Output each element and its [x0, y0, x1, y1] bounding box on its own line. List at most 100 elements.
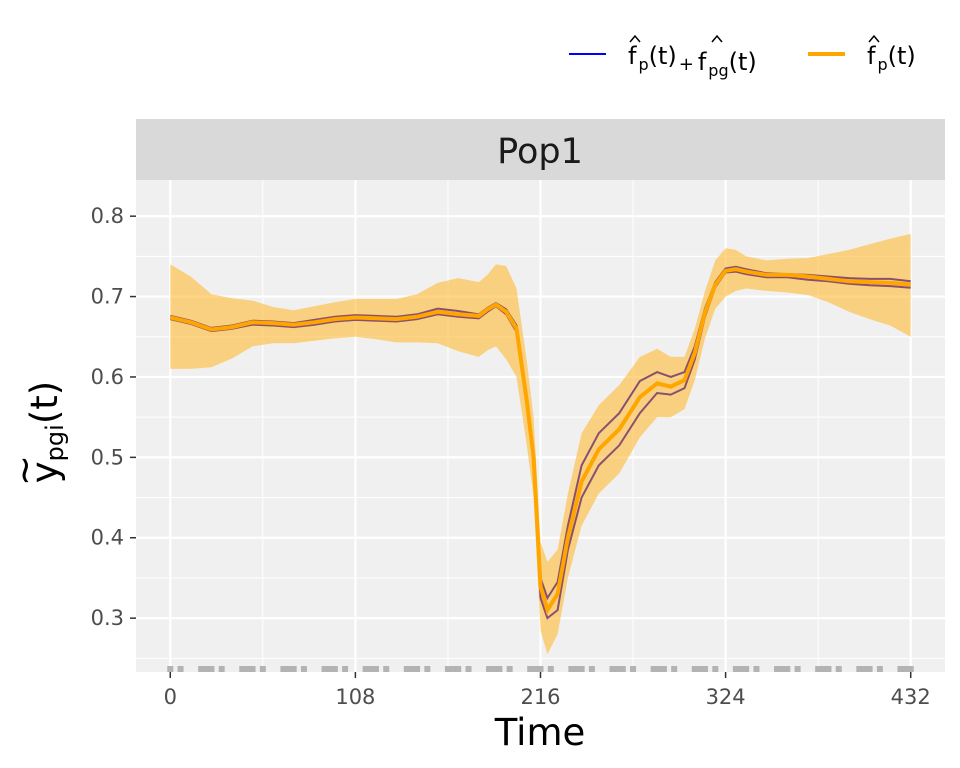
y-tick-label: 0.6: [91, 365, 124, 389]
rug-mark: [907, 666, 914, 672]
rug-marks: [167, 666, 914, 672]
rug-mark: [794, 666, 801, 672]
rug-mark: [239, 666, 246, 672]
rug-mark: [547, 666, 554, 672]
mean-line: [169, 267, 911, 615]
y-tick-label: 0.4: [91, 526, 124, 550]
y-axis-title-subscript: pgi: [41, 424, 69, 461]
rug-mark: [203, 666, 210, 672]
rug-mark: [691, 666, 698, 672]
rug-mark: [532, 666, 539, 672]
rug-mark: [218, 666, 225, 672]
rug-mark: [738, 666, 745, 672]
rug-mark: [249, 666, 256, 672]
rug-mark: [876, 666, 883, 672]
panel-strip: [136, 119, 945, 180]
legend-label-group: f p(t) + f pg(t): [628, 42, 757, 80]
grid-major: [136, 180, 945, 672]
legend-label-mean: f p(t): [867, 42, 916, 74]
rug-mark: [527, 666, 534, 672]
rug-mark: [743, 666, 750, 672]
x-tick-label: 108: [335, 685, 375, 709]
rug-mark: [609, 666, 616, 672]
rug-mark: [362, 666, 369, 672]
y-axis-title-tilde: ~: [3, 455, 46, 486]
rug-mark: [367, 666, 374, 672]
rug-mark: [861, 666, 868, 672]
y-tick-label: 0.7: [91, 285, 124, 309]
rug-mark: [491, 666, 498, 672]
x-axis-title: Time: [494, 711, 586, 754]
x-tick-label: 0: [164, 685, 177, 709]
rug-mark: [671, 666, 678, 672]
rug-mark: [897, 666, 904, 672]
y-axis-title-base: y: [23, 461, 66, 483]
rug-mark: [825, 666, 832, 672]
rug-mark: [614, 666, 621, 672]
rug-mark: [630, 666, 637, 672]
x-tick-label: 432: [891, 685, 931, 709]
rug-mark: [619, 666, 626, 672]
group-line-upper: [170, 265, 911, 601]
rug-mark: [455, 666, 462, 672]
group-line-lower: [170, 270, 911, 620]
rug-mark: [167, 666, 174, 672]
legend: f p(t) + f pg(t) f p(t): [569, 34, 916, 80]
rug-mark: [208, 666, 215, 672]
rug-mark: [383, 666, 390, 672]
panel-strip-label: Pop1: [497, 132, 583, 172]
rug-mark: [835, 666, 842, 672]
rug-mark: [578, 666, 585, 672]
legend-hat-icon: [868, 34, 880, 43]
y-axis-title-argument: (t): [23, 381, 66, 424]
legend-hat-icon: [711, 34, 723, 43]
rug-mark: [331, 666, 338, 672]
rug-mark: [696, 666, 703, 672]
rug-mark: [712, 666, 719, 672]
rug-mark: [403, 666, 410, 672]
rug-mark: [372, 666, 379, 672]
rug-mark: [650, 666, 657, 672]
rug-mark: [732, 666, 739, 672]
rug-mark: [444, 666, 451, 672]
rug-mark: [290, 666, 297, 672]
x-axis: 0 108 216 324 432: [164, 672, 931, 709]
rug-mark: [655, 666, 662, 672]
rug-mark: [414, 666, 421, 672]
rug-mark: [660, 666, 667, 672]
rug-mark: [342, 666, 349, 672]
rug-mark: [198, 666, 205, 672]
y-tick-label: 0.5: [91, 445, 124, 469]
rug-mark: [902, 666, 909, 672]
rug-mark: [496, 666, 503, 672]
y-axis: 0.3 0.4 0.5 0.6 0.7 0.8: [91, 204, 136, 630]
legend-hat-icon: [629, 34, 641, 43]
rug-mark: [866, 666, 873, 672]
y-tick-label: 0.3: [91, 606, 124, 630]
rug-mark: [568, 666, 575, 672]
rug-mark: [815, 666, 822, 672]
rug-mark: [856, 666, 863, 672]
rug-mark: [588, 666, 595, 672]
rug-mark: [424, 666, 431, 672]
y-axis-title: ypgi(t) ~: [3, 381, 69, 486]
rug-mark: [300, 666, 307, 672]
rug-mark: [784, 666, 791, 672]
rug-mark: [506, 666, 513, 672]
rug-mark: [702, 666, 709, 672]
x-tick-label: 216: [520, 685, 560, 709]
rug-mark: [465, 666, 472, 672]
rug-mark: [537, 666, 544, 672]
rug-mark: [177, 666, 184, 672]
rug-mark: [753, 666, 760, 672]
rug-mark: [779, 666, 786, 672]
rug-mark: [285, 666, 292, 672]
svg-text:ypgi(t): ypgi(t): [23, 381, 69, 483]
rug-mark: [408, 666, 415, 672]
rug-mark: [450, 666, 457, 672]
rug-mark: [774, 666, 781, 672]
rug-mark: [321, 666, 328, 672]
rug-mark: [259, 666, 266, 672]
rug-mark: [573, 666, 580, 672]
